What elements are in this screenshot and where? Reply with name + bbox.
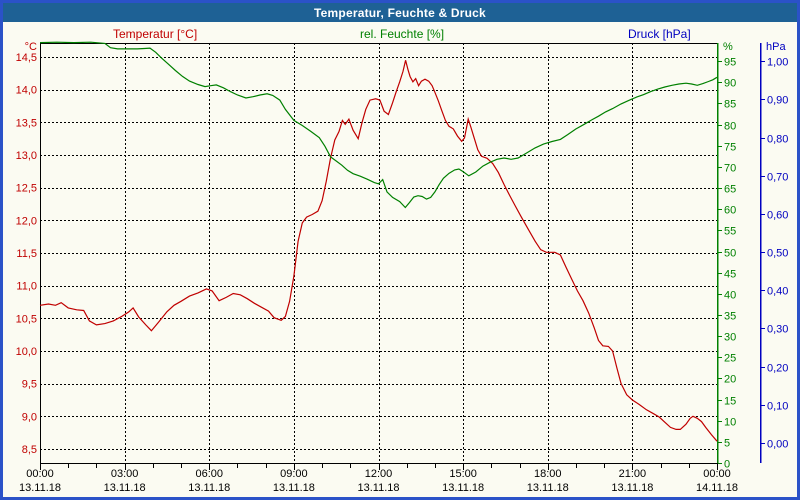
x-date-label: 13.11.18 <box>188 482 230 494</box>
temperature-tick-label: 13,0 <box>16 150 37 162</box>
humidity-tick-label: 20 <box>724 374 736 386</box>
x-time-label: 09:00 <box>280 468 308 480</box>
pressure-tick-label: 0,10 <box>767 401 788 413</box>
legend-pressure-label: Druck [hPa] <box>628 27 691 41</box>
humidity-tick-label: 60 <box>724 205 736 217</box>
temperature-tick-label: 14,0 <box>16 85 37 97</box>
temperature-tick-label: 11,0 <box>16 281 37 293</box>
x-time-label: 00:00 <box>703 468 731 480</box>
temperature-tick-label: 14,5 <box>16 52 37 64</box>
temperature-tick-label: 12,0 <box>16 215 37 227</box>
pressure-tick-label: 0,90 <box>767 95 788 107</box>
pressure-tick-label: 1,00 <box>767 57 788 69</box>
x-date-label: 13.11.18 <box>527 482 569 494</box>
humidity-tick-label: 35 <box>724 311 736 323</box>
temperature-tick-label: 9,5 <box>22 379 37 391</box>
temperature-tick-label: 11,5 <box>16 248 37 260</box>
humidity-tick-label: 85 <box>724 99 736 111</box>
x-date-label: 13.11.18 <box>611 482 653 494</box>
pressure-tick-label: 0,70 <box>767 172 788 184</box>
pressure-tick-label: 0,30 <box>767 324 788 336</box>
x-date-label: 13.11.18 <box>19 482 61 494</box>
temperature-tick-label: 9,0 <box>22 411 37 423</box>
humidity-tick-label: 80 <box>724 121 736 133</box>
humidity-tick-label: 50 <box>724 248 736 260</box>
x-date-label: 13.11.18 <box>442 482 484 494</box>
humidity-tick-label: 0 <box>724 459 730 471</box>
humidity-series-line <box>39 41 718 209</box>
temperature-tick-label: 10,0 <box>16 346 37 358</box>
pressure-tick-label: 0,60 <box>767 210 788 222</box>
x-date-label: 13.11.18 <box>104 482 146 494</box>
x-time-label: 15:00 <box>449 468 477 480</box>
humidity-tick-label: 10 <box>724 417 736 429</box>
temperature-tick-label: 12,5 <box>16 183 37 195</box>
legend-humidity-label: rel. Feuchte [%] <box>360 27 445 41</box>
pressure-tick-label: 0,50 <box>767 248 788 260</box>
pressure-tick-label: 0,80 <box>767 134 788 146</box>
temperature-axis: °C14,5 14,0 13,5 13,0 12,5 12,0 11,5 11,0 10,5 10… <box>16 41 37 456</box>
x-time-label: 06:00 <box>195 468 223 480</box>
temperature-axis-unit: °C <box>25 41 37 53</box>
temperature-tick-label: 13,5 <box>16 117 37 129</box>
pressure-tick-label: 0,00 <box>767 439 788 451</box>
x-time-label: 21:00 <box>619 468 647 480</box>
legend-temperature-label: Temperatur [°C] <box>113 27 198 41</box>
humidity-tick-label: 90 <box>724 78 736 90</box>
humidity-tick-label: 25 <box>724 353 736 365</box>
x-axis: 00:00 13.11.18 03:00 13.11.18 06:00 13.11.18 0… <box>19 464 738 494</box>
gridlines <box>40 43 717 463</box>
x-date-label: 13.11.18 <box>357 482 399 494</box>
x-date-label: 13.11.18 <box>273 482 315 494</box>
humidity-axis-unit: % <box>723 41 733 53</box>
x-time-label: 03:00 <box>111 468 139 480</box>
window-titlebar: Temperatur, Feuchte & Druck <box>3 3 797 22</box>
humidity-tick-label: 40 <box>724 290 736 302</box>
temperature-tick-label: 8,5 <box>22 444 37 456</box>
x-time-label: 18:00 <box>534 468 562 480</box>
humidity-tick-label: 55 <box>724 226 736 238</box>
pressure-tick-label: 0,40 <box>767 286 788 298</box>
pressure-axis-unit: hPa <box>766 41 786 53</box>
humidity-tick-label: 30 <box>724 332 736 344</box>
pressure-tick-label: 0,20 <box>767 363 788 375</box>
humidity-tick-label: 5 <box>724 438 730 450</box>
humidity-tick-label: 95 <box>724 57 736 69</box>
window-title: Temperatur, Feuchte & Druck <box>314 5 486 20</box>
pressure-axis: hPa 1,00 0,90 0,80 0,70 0,60 0,50 0,40 0,30 0,20 0… <box>759 41 788 463</box>
x-date-label: 14.11.18 <box>696 482 738 494</box>
x-time-label: 00:00 <box>26 468 54 480</box>
x-time-label: 12:00 <box>365 468 393 480</box>
humidity-tick-label: 70 <box>724 163 736 175</box>
humidity-tick-label: 15 <box>724 396 736 408</box>
humidity-tick-label: 45 <box>724 269 736 281</box>
chart-canvas: 00:00 13.11.18 03:00 13.11.18 06:00 13.11.18 0… <box>16 41 789 494</box>
humidity-tick-label: 65 <box>724 184 736 196</box>
temperature-series-line <box>39 60 718 442</box>
temperature-tick-label: 10,5 <box>16 313 37 325</box>
humidity-tick-label: 75 <box>724 142 736 154</box>
